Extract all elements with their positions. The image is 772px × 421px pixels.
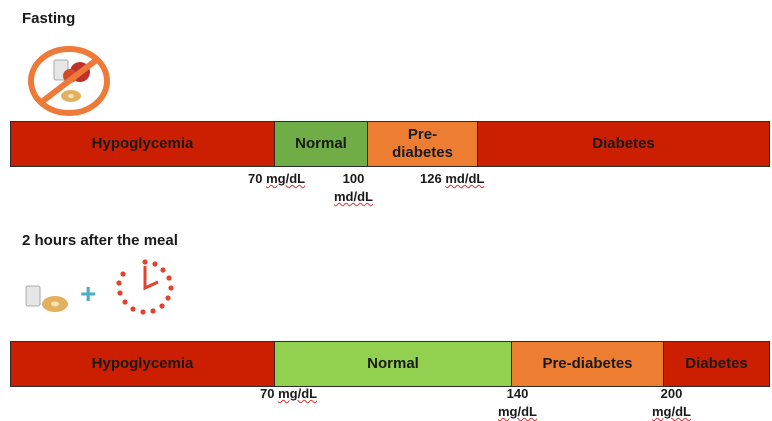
after-meal-segment-normal: Normal <box>275 341 512 387</box>
fasting-segment-hypoglycemia: Hypoglycemia <box>10 121 275 167</box>
threshold-unit: md/dL <box>334 189 373 204</box>
fasting-title: Fasting <box>22 10 76 27</box>
after-meal-segment-label: Diabetes <box>685 355 748 372</box>
after-meal-range-bar: Hypoglycemia Normal Pre-diabetes Diabete… <box>10 341 770 387</box>
threshold-value: 200 <box>660 386 683 401</box>
after-meal-threshold-70: 70 mg/dL <box>260 385 317 403</box>
fasting-range-bar: Hypoglycemia Normal Pre- diabetes Diabet… <box>10 121 770 167</box>
after-meal-title: 2 hours after the meal <box>22 232 178 249</box>
fasting-segment-label: Normal <box>295 135 347 152</box>
threshold-value: 100 <box>342 171 365 186</box>
after-meal-segment-label: Hypoglycemia <box>91 355 194 372</box>
after-meal-segment-hypoglycemia: Hypoglycemia <box>10 341 275 387</box>
fasting-threshold-100: 100 md/dL <box>334 170 373 206</box>
fasting-segment-label: Hypoglycemia <box>91 135 194 152</box>
threshold-unit: mg/dL <box>652 404 691 419</box>
after-meal-segment-diabetes: Diabetes <box>664 341 770 387</box>
threshold-value: 70 mg/dL <box>260 386 318 401</box>
after-meal-segment-label: Pre-diabetes <box>542 355 633 372</box>
threshold-value: 70 mg/dL <box>248 171 306 186</box>
plus-icon: + <box>80 278 97 309</box>
fasting-threshold-126: 126 md/dL <box>420 170 484 188</box>
threshold-unit: mg/dL <box>498 404 537 419</box>
fasting-segment-normal: Normal <box>275 121 368 167</box>
fasting-segment-label: Pre- diabetes <box>392 126 453 161</box>
food-icon <box>22 284 74 319</box>
after-meal-threshold-200: 200 mg/dL <box>652 385 691 421</box>
no-food-icon <box>26 46 112 121</box>
after-meal-segment-label: Normal <box>367 355 419 372</box>
threshold-value: 126 md/dL <box>420 171 485 186</box>
after-meal-segment-prediabetes: Pre-diabetes <box>512 341 664 387</box>
fasting-segment-prediabetes: Pre- diabetes <box>368 121 478 167</box>
threshold-value: 140 <box>506 386 529 401</box>
fasting-segment-diabetes: Diabetes <box>478 121 770 167</box>
fasting-threshold-70: 70 mg/dL <box>248 170 305 188</box>
clock-icon <box>112 256 178 321</box>
fasting-segment-label: Diabetes <box>592 135 655 152</box>
after-meal-threshold-140: 140 mg/dL <box>498 385 537 421</box>
